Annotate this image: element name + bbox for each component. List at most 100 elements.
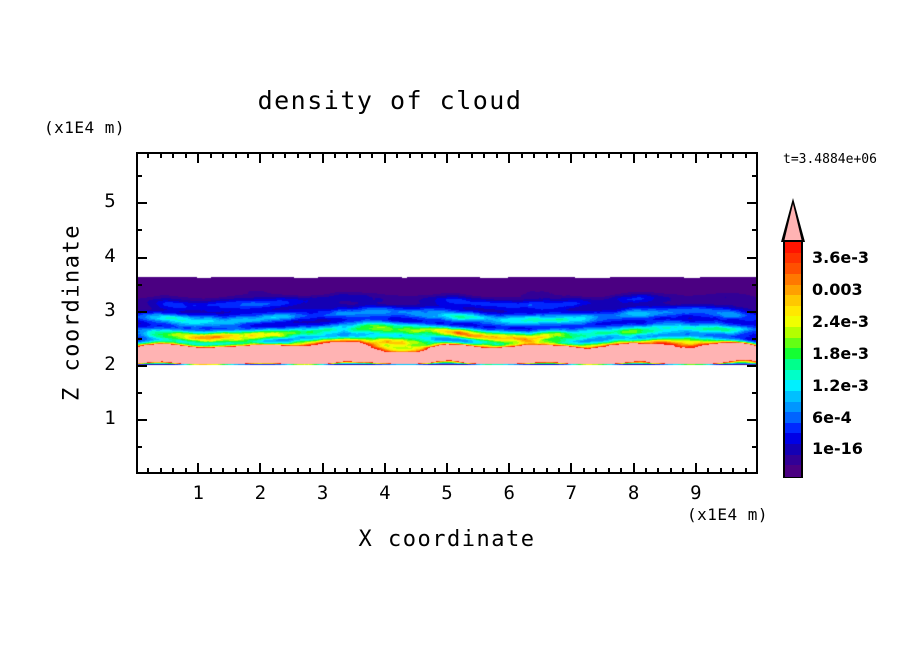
- tick-mark: [346, 468, 349, 474]
- tick-mark: [383, 463, 386, 474]
- colorbar-band: [785, 465, 801, 477]
- tick-mark: [159, 468, 162, 474]
- tick-mark: [271, 468, 274, 474]
- colorbar-band: [785, 412, 801, 424]
- colorbar-tick-label: 0.003: [812, 279, 863, 299]
- tick-mark: [657, 468, 660, 474]
- colorbar-band: [785, 305, 801, 318]
- colorbar-band: [785, 327, 801, 339]
- tick-mark: [209, 468, 212, 474]
- tick-mark: [495, 468, 498, 474]
- tick-mark: [197, 463, 200, 474]
- colorbar-band: [785, 242, 801, 254]
- colorbar-tick-label: 3.6e-3: [812, 247, 869, 267]
- tick-mark: [296, 152, 299, 158]
- tick-mark: [747, 364, 758, 367]
- tick-mark: [446, 152, 448, 163]
- tick-mark: [421, 152, 424, 158]
- z-tick-label: 4: [104, 244, 116, 267]
- tick-mark: [358, 152, 361, 158]
- colorbar-arrow-fill: [784, 204, 802, 242]
- tick-mark: [694, 152, 697, 163]
- x-tick-label: 1: [192, 482, 204, 504]
- tick-mark: [557, 468, 560, 474]
- tick-mark: [197, 152, 200, 163]
- tick-mark: [520, 468, 523, 474]
- tick-mark: [645, 152, 648, 158]
- colorbar-band: [785, 380, 801, 392]
- tick-mark: [545, 152, 548, 158]
- tick-mark: [147, 152, 150, 158]
- tick-mark: [334, 468, 337, 474]
- colorbar-band: [785, 348, 801, 360]
- tick-mark: [458, 152, 461, 158]
- tick-mark: [508, 152, 511, 163]
- tick-mark: [620, 468, 623, 474]
- tick-mark: [732, 468, 735, 474]
- tick-mark: [520, 152, 523, 158]
- colorbar-band: [785, 422, 801, 435]
- tick-mark: [396, 152, 399, 158]
- tick-mark: [545, 468, 548, 474]
- tick-mark: [752, 175, 758, 178]
- tick-mark: [184, 468, 187, 474]
- tick-mark: [470, 152, 473, 158]
- tick-mark: [136, 202, 147, 205]
- tick-mark: [259, 463, 262, 474]
- tick-mark: [209, 152, 212, 158]
- colorbar-tick-label: 1.2e-3: [812, 375, 869, 395]
- tick-mark: [645, 468, 648, 474]
- tick-mark: [732, 152, 735, 158]
- tick-mark: [707, 152, 710, 158]
- plot-area: [136, 152, 758, 474]
- tick-mark: [752, 337, 758, 340]
- contour-field: [138, 154, 756, 472]
- tick-mark: [246, 152, 249, 158]
- tick-mark: [508, 463, 511, 474]
- tick-mark: [309, 468, 312, 474]
- tick-mark: [222, 468, 225, 474]
- tick-mark: [159, 152, 162, 158]
- tick-mark: [582, 152, 585, 158]
- colorbar-band: [785, 252, 801, 264]
- tick-mark: [557, 152, 560, 158]
- tick-mark: [334, 152, 337, 158]
- tick-mark: [309, 152, 312, 158]
- tick-mark: [570, 152, 573, 163]
- tick-mark: [421, 468, 424, 474]
- tick-mark: [383, 152, 386, 163]
- tick-mark: [533, 152, 536, 158]
- tick-mark: [694, 463, 697, 474]
- tick-mark: [570, 463, 573, 474]
- tick-mark: [607, 468, 610, 474]
- x-tick-label: 8: [627, 482, 640, 504]
- tick-mark: [470, 468, 473, 474]
- tick-mark: [582, 468, 585, 474]
- tick-mark: [147, 468, 150, 474]
- z-tick-label: 1: [104, 406, 116, 429]
- z-tick-label: 2: [104, 352, 116, 375]
- colorbar-band: [785, 337, 801, 349]
- tick-mark: [246, 468, 249, 474]
- tick-mark: [136, 418, 147, 421]
- x-axis-unit-label: (x1E4 m): [687, 505, 769, 524]
- colorbar-arrow-cap: [781, 198, 805, 242]
- tick-mark: [136, 283, 142, 286]
- colorbar-band: [785, 273, 801, 286]
- x-tick-label: 3: [316, 482, 329, 504]
- colorbar-band: [785, 401, 801, 413]
- x-axis-title: X coordinate: [358, 527, 536, 552]
- tick-mark: [172, 468, 175, 474]
- tick-mark: [136, 337, 142, 340]
- timestamp-annotation: t=3.4884e+06: [783, 152, 877, 167]
- colorbar-tick-label: 2.4e-3: [812, 311, 869, 331]
- tick-mark: [259, 152, 262, 163]
- colorbar-band: [785, 454, 801, 466]
- tick-mark: [458, 468, 461, 474]
- colorbar-tick-label: 1e-16: [812, 439, 863, 459]
- tick-mark: [136, 391, 142, 394]
- tick-mark: [744, 468, 747, 474]
- y-axis-title: Z coordinate: [59, 224, 85, 401]
- colorbar-band: [785, 284, 801, 296]
